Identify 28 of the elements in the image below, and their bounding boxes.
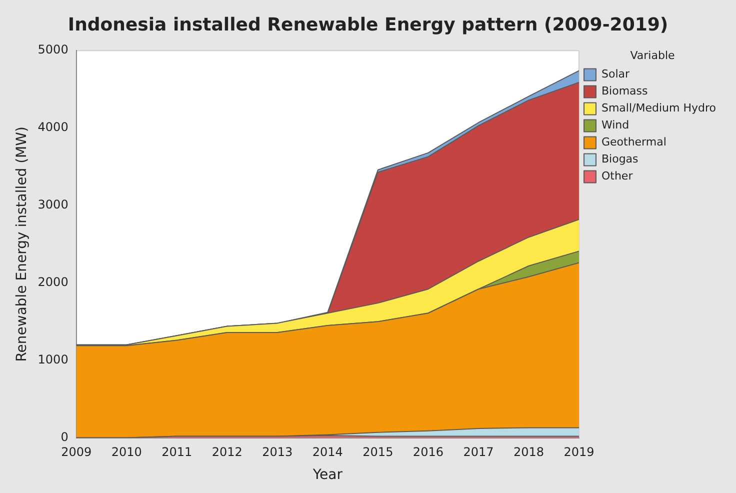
x-tick-label: 2014 (312, 445, 343, 460)
legend-label: Wind (601, 118, 630, 132)
x-tick-label: 2013 (262, 445, 293, 460)
x-tick-label: 2017 (463, 445, 494, 460)
chart-title: Indonesia installed Renewable Energy pattern (2009-2019) (68, 14, 668, 36)
x-axis-title: Year (312, 467, 343, 484)
x-tick-label: 2009 (61, 445, 92, 460)
y-axis-title: Renewable Energy installed (MW) (14, 126, 30, 362)
legend-label: Biogas (601, 152, 639, 166)
x-tick-label: 2019 (564, 445, 594, 460)
y-tick-label: 3000 (38, 198, 68, 212)
x-tick-label: 2010 (111, 445, 142, 460)
y-tick-label: 2000 (38, 275, 68, 290)
y-tick-label: 1000 (38, 352, 68, 366)
y-tick-label: 0 (60, 430, 68, 444)
y-tick-label: 4000 (38, 120, 68, 134)
legend-title: Variable (630, 48, 675, 62)
x-tick-label: 2018 (513, 445, 544, 460)
legend-label: Geothermal (601, 136, 666, 149)
x-tick-label: 2012 (212, 445, 242, 460)
legend-label: Small/Medium Hydro (601, 102, 716, 115)
legend-label: Biomass (601, 84, 648, 98)
legend-label: Solar (601, 68, 630, 81)
y-tick-label: 5000 (38, 42, 68, 57)
legend-label: Other (601, 170, 634, 183)
x-tick-label: 2016 (412, 445, 444, 460)
x-tick-label: 2015 (362, 445, 394, 460)
x-tick-label: 2011 (162, 445, 192, 460)
